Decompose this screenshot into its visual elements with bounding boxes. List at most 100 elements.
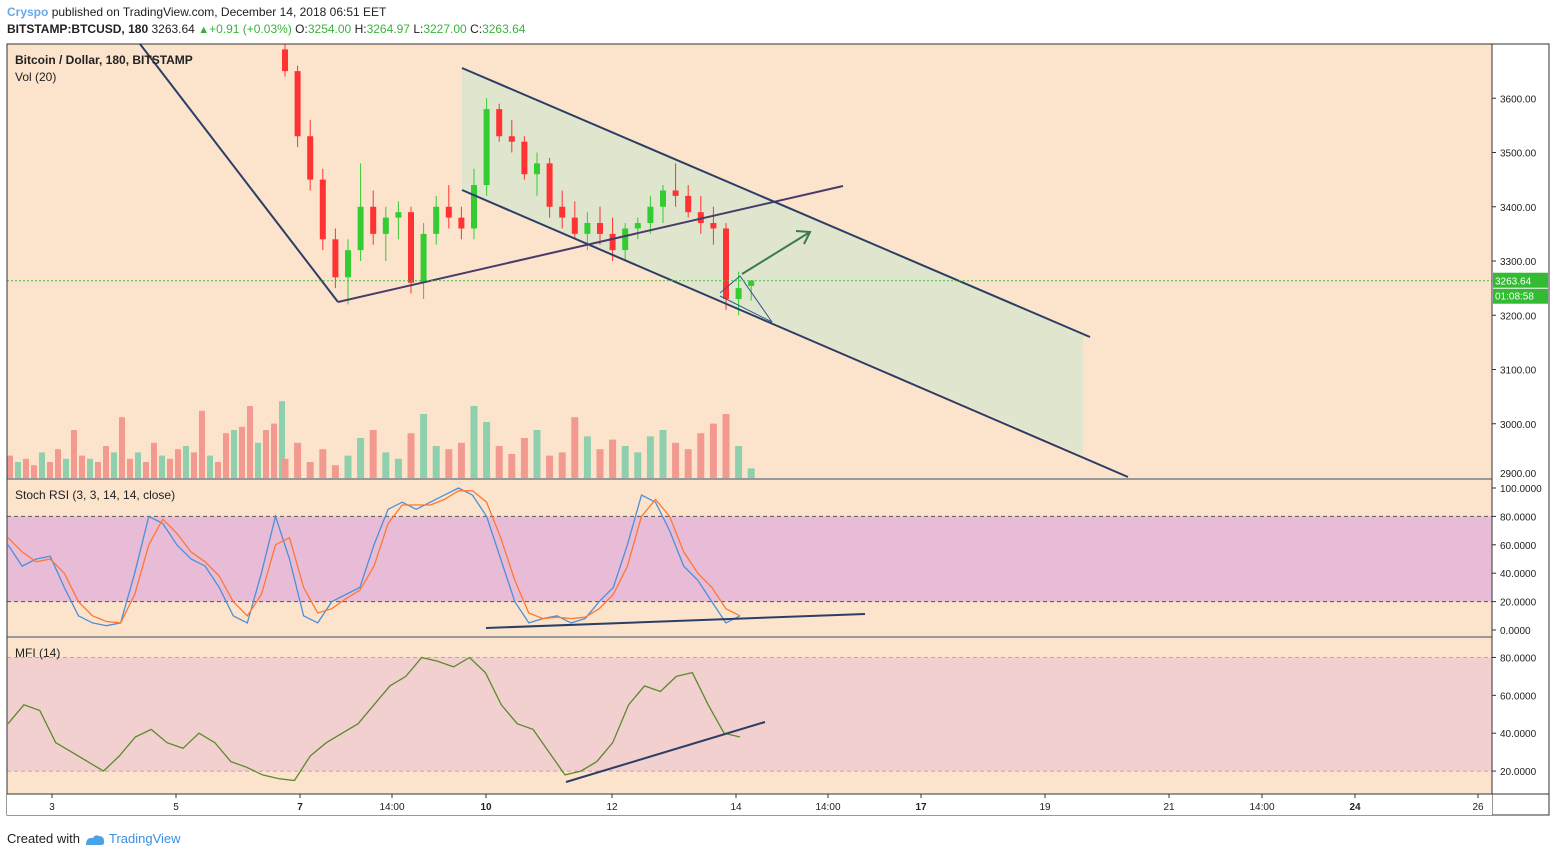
time-tick-label: 12 <box>606 802 618 813</box>
price-pane-title: Bitcoin / Dollar, 180, BITSTAMP <box>15 53 193 67</box>
volume-bar <box>369 430 377 478</box>
candle-body <box>559 206 566 218</box>
close-label: C: <box>470 22 483 36</box>
volume-bar <box>111 452 117 478</box>
price-tick-label: 3200.00 <box>1500 311 1537 322</box>
volume-bar <box>697 433 705 478</box>
time-tick-label: 14:00 <box>1249 802 1274 813</box>
volume-bar <box>722 414 730 478</box>
wedge-pattern <box>719 275 773 323</box>
channel-fill <box>462 68 1090 455</box>
volume-bar <box>382 452 390 478</box>
tradingview-logo-icon <box>85 835 104 845</box>
candle-body <box>723 228 729 299</box>
volume-bar <box>483 422 491 478</box>
candle-body <box>622 228 629 251</box>
volume-bar <box>684 449 692 478</box>
candle-body <box>546 163 553 207</box>
stoch-title: Stoch RSI (3, 3, 14, 14, close) <box>15 488 175 502</box>
volume-bar <box>119 417 125 478</box>
volume-bar <box>247 406 253 478</box>
candle-body <box>597 223 603 234</box>
volume-bar <box>583 436 591 478</box>
volume-bar <box>55 449 61 478</box>
volume-bar <box>672 442 680 478</box>
volume-bar <box>520 438 528 478</box>
mfi-tick-label: 80.0000 <box>1500 653 1537 664</box>
countdown-tag <box>1493 288 1548 304</box>
volume-bar <box>394 458 402 478</box>
mfi-divergence-line <box>565 721 766 783</box>
candle-body <box>508 136 515 142</box>
last-price-tag-label: 3263.64 <box>1495 277 1532 288</box>
volume-bar <box>15 462 21 478</box>
volume-bar <box>63 458 69 478</box>
brand-name[interactable]: TradingView <box>109 831 181 847</box>
candle-body <box>471 185 477 229</box>
volume-bar <box>215 462 221 478</box>
up-arrow-icon: ▲ <box>198 24 210 36</box>
author-name[interactable]: Cryspo <box>7 5 49 19</box>
price-tick-label: 3300.00 <box>1500 257 1537 268</box>
volume-bar <box>47 462 53 478</box>
open-value: 3254.00 <box>307 22 352 36</box>
volume-bar <box>127 458 133 478</box>
candle-body <box>357 206 364 251</box>
time-axis <box>7 794 1492 815</box>
candle-body <box>647 206 654 224</box>
candle-body <box>710 223 717 229</box>
stoch-tick-label: 0.0000 <box>1500 626 1531 637</box>
mfi-tick-label: 20.0000 <box>1500 767 1537 778</box>
volume-bar <box>659 430 667 478</box>
volume-bar <box>231 430 237 478</box>
volume-bar <box>470 406 478 478</box>
mfi-tick-label: 60.0000 <box>1500 691 1537 702</box>
volume-bar <box>306 462 314 478</box>
volume-bar <box>747 468 755 478</box>
volume-bar <box>634 452 642 478</box>
price-axis <box>1492 44 1549 815</box>
volume-bar <box>279 401 285 478</box>
candle-body <box>496 109 503 137</box>
volume-bar <box>7 455 13 478</box>
volume-bar <box>571 417 579 478</box>
volume-bar <box>87 458 93 478</box>
mfi-tick-label: 40.0000 <box>1500 729 1537 740</box>
candle-body <box>697 212 704 224</box>
volume-bar <box>239 426 245 478</box>
volume-bar <box>432 446 440 478</box>
volume-bar <box>143 462 149 478</box>
volume-bar <box>223 433 229 478</box>
high-label: H: <box>354 22 367 36</box>
volume-bar <box>255 442 261 478</box>
volume-bar <box>445 449 453 478</box>
stoch-divergence-line <box>485 613 866 629</box>
volume-bar <box>263 430 269 478</box>
volume-bar <box>281 458 289 478</box>
target-arrow <box>741 231 811 275</box>
price-tick-label: 3100.00 <box>1500 366 1537 377</box>
candle-body <box>685 195 692 213</box>
stoch-band <box>7 516 1492 602</box>
stoch-series-d <box>7 490 741 624</box>
volume-bar <box>596 449 604 478</box>
volume-bar <box>199 410 205 478</box>
volume-bar <box>420 414 428 478</box>
publish-line: Cryspo published on TradingView.com, Dec… <box>7 5 386 19</box>
time-tick-label: 3 <box>49 802 55 813</box>
price-tick-label: 3400.00 <box>1500 203 1537 214</box>
volume-bar <box>39 452 45 478</box>
candle-body <box>571 217 578 234</box>
time-tick-label: 14:00 <box>379 802 404 813</box>
last-price-tag <box>1493 272 1548 288</box>
open-label: O: <box>295 22 308 36</box>
price-tick-label: 3000.00 <box>1500 420 1537 431</box>
volume-bar <box>71 430 77 478</box>
volume-bar <box>331 465 339 478</box>
time-tick-label: 26 <box>1472 802 1484 813</box>
volume-bar <box>151 442 157 478</box>
candle-body <box>521 141 528 175</box>
volume-bar <box>294 442 302 478</box>
footer: Created with TradingView <box>7 831 181 847</box>
